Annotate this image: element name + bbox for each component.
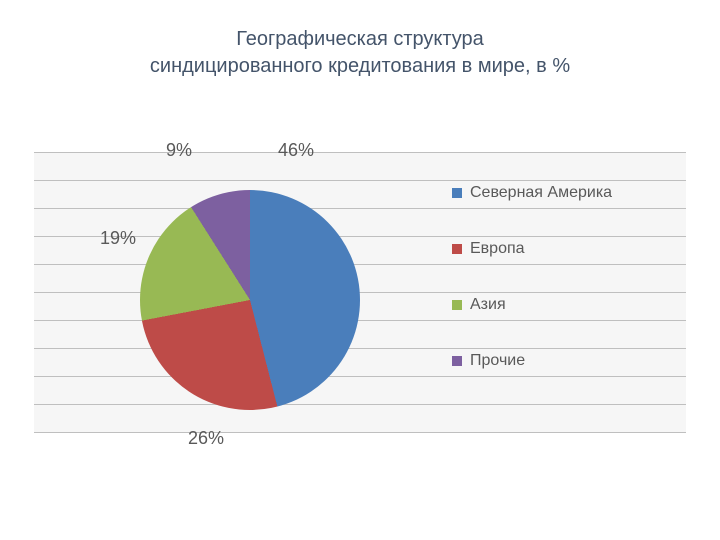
chart-title: Географическая структура синдицированног… bbox=[0, 26, 720, 80]
slice-label: 26% bbox=[188, 428, 224, 449]
legend-label: Европа bbox=[470, 240, 525, 258]
slice-label: 9% bbox=[166, 140, 192, 161]
chart-title-line1: Географическая структура bbox=[236, 28, 484, 50]
chart-title-line2: синдицированного кредитования в мире, в … bbox=[150, 55, 570, 77]
legend: Северная Америка Европа Азия Прочие bbox=[452, 184, 612, 408]
gridline bbox=[34, 152, 686, 153]
pie-chart bbox=[140, 190, 360, 410]
legend-marker-icon bbox=[452, 356, 462, 366]
gridline bbox=[34, 432, 686, 433]
legend-marker-icon bbox=[452, 300, 462, 310]
legend-item: Азия bbox=[452, 296, 612, 314]
legend-item: Европа bbox=[452, 240, 612, 258]
legend-marker-icon bbox=[452, 244, 462, 254]
slice-label: 46% bbox=[278, 140, 314, 161]
legend-item: Прочие bbox=[452, 352, 612, 370]
legend-label: Прочие bbox=[470, 352, 525, 370]
slice-label: 19% bbox=[100, 228, 136, 249]
legend-marker-icon bbox=[452, 188, 462, 198]
gridline bbox=[34, 180, 686, 181]
legend-item: Северная Америка bbox=[452, 184, 612, 202]
legend-label: Азия bbox=[470, 296, 506, 314]
legend-label: Северная Америка bbox=[470, 184, 612, 202]
